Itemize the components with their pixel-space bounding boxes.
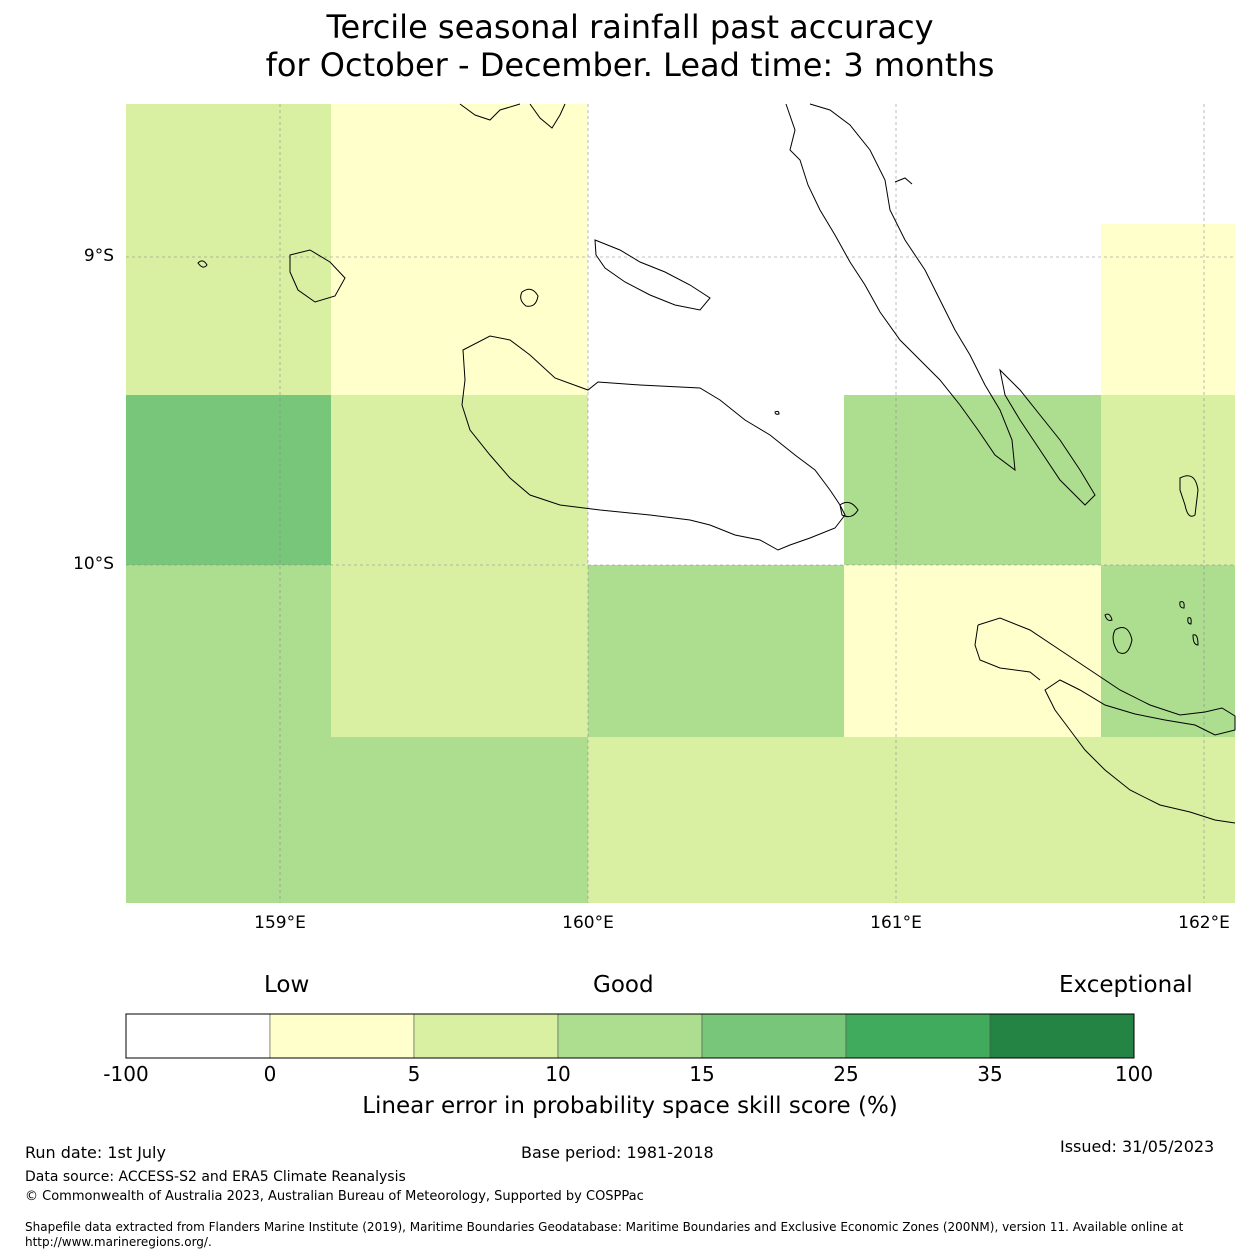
coastline-north-isabel-2 <box>529 103 566 129</box>
coastline-guadalcanal <box>461 335 846 551</box>
gridlines <box>126 104 1235 903</box>
base-period: Base period: 1981-2018 <box>521 1143 714 1162</box>
issued-date: Issued: 31/05/2023 <box>1060 1137 1215 1156</box>
colorbar-tick: -100 <box>103 1062 149 1086</box>
coastline-makira-west <box>974 624 1041 681</box>
coastline-islet-west <box>197 260 208 268</box>
coastline-malaita <box>785 103 1016 472</box>
colorbar-tick: 25 <box>833 1062 859 1086</box>
grid-cell <box>588 565 844 737</box>
colorbar-segment <box>845 1013 991 1059</box>
colorbar-frame <box>125 1013 1135 1059</box>
colorbar-tick: 35 <box>977 1062 1003 1086</box>
grid-cell <box>844 737 1101 903</box>
lon-label-159e: 159°E <box>254 913 306 933</box>
grid-cell <box>844 395 1101 565</box>
colorbar-axis-label: Linear error in probability space skill … <box>362 1093 898 1119</box>
grid-cell <box>1101 565 1235 737</box>
grid-cell <box>331 395 588 565</box>
map-title-line2: for October - December. Lead time: 3 mon… <box>265 46 995 84</box>
coastline-savo <box>520 288 539 307</box>
grid-cell <box>331 104 588 395</box>
colorbar-segment <box>125 1013 271 1059</box>
grid-cell <box>844 104 1101 395</box>
colorbar-tick: 5 <box>407 1062 421 1086</box>
copyright: © Commonwealth of Australia 2023, Austra… <box>25 1189 644 1204</box>
coastline-islet-mid <box>774 410 780 415</box>
coastline-islet-east-5 <box>1187 617 1192 625</box>
colorbar-tick: 0 <box>263 1062 277 1086</box>
colorbar-segment <box>557 1013 703 1059</box>
colorbar-label-low: Low <box>264 972 310 998</box>
grid-cell <box>331 565 588 737</box>
lat-label-9s: 9°S <box>83 246 114 266</box>
coastline-cape-islet <box>839 501 859 518</box>
grid-cell <box>588 395 844 565</box>
colorbar-segment <box>701 1013 847 1059</box>
colorbar-segment <box>413 1013 559 1059</box>
coastline-islet-malaita-north <box>894 177 913 185</box>
coastline-islet-east-6 <box>1192 634 1199 646</box>
grid-cell <box>844 565 1101 737</box>
grid-cell <box>126 565 331 737</box>
coastline-north-isabel <box>459 103 521 121</box>
grid-cell <box>588 737 844 903</box>
shapefile-credit: Shapefile data extracted from Flanders M… <box>25 1220 1184 1249</box>
lon-label-161e: 161°E <box>870 913 922 933</box>
coastline-ngella <box>594 239 711 311</box>
grid-cell <box>1101 395 1235 565</box>
colorbar-label-exceptional: Exceptional <box>1059 972 1193 998</box>
data-source: Data source: ACCESS-S2 and ERA5 Climate … <box>25 1169 406 1185</box>
coastline-makira <box>977 617 1236 824</box>
coastline-small-malaita <box>999 368 1096 506</box>
coastline-islet-east-3 <box>1104 613 1113 621</box>
colorbar-tick: 100 <box>1114 1062 1154 1086</box>
map-title-line1: Tercile seasonal rainfall past accuracy <box>326 8 934 46</box>
grid-cell <box>1101 737 1235 903</box>
lat-label-10s: 10°S <box>73 554 114 574</box>
grid-cell <box>1101 224 1235 395</box>
grid-cell <box>126 395 331 565</box>
grid-cell <box>126 104 331 395</box>
colorbar-label-good: Good <box>593 972 654 998</box>
colorbar-tick: 15 <box>689 1062 715 1086</box>
coastline-islet-east-4 <box>1179 601 1185 609</box>
coastline-russell <box>289 249 346 303</box>
run-date: Run date: 1st July <box>25 1143 166 1162</box>
colorbar <box>125 1013 1135 1059</box>
coastlines <box>197 103 1236 824</box>
grid-cell <box>126 737 331 903</box>
lon-label-160e: 160°E <box>562 913 614 933</box>
colorbar-segment <box>269 1013 415 1059</box>
coastline-island-east-1 <box>1179 475 1199 517</box>
colorbar-tick: 10 <box>545 1062 571 1086</box>
grid-cell <box>588 104 844 395</box>
coastline-island-east-2 <box>1112 627 1133 654</box>
colorbar-segment <box>989 1013 1135 1059</box>
lon-label-162e: 162°E <box>1178 913 1230 933</box>
grid-cell <box>331 737 588 903</box>
